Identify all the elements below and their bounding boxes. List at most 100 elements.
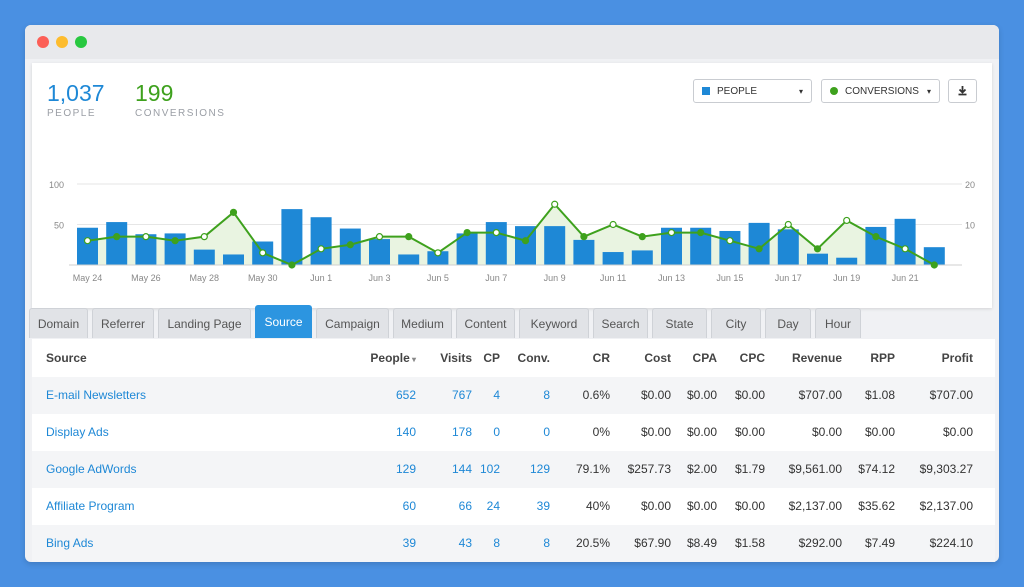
cell-rpp: $0.00 [864, 425, 895, 439]
conversions-point [83, 237, 92, 245]
cell-cpc: $1.58 [734, 536, 765, 550]
maximize-window-button[interactable] [75, 36, 87, 48]
people-bar [223, 254, 244, 265]
cell-visits[interactable]: 43 [458, 536, 472, 550]
conversions-point [872, 233, 880, 241]
cell-conv[interactable]: 8 [543, 388, 550, 402]
conversions-metric-dropdown[interactable]: CONVERSIONS ▾ [821, 79, 940, 103]
conversions-point [142, 233, 150, 241]
tab-referrer[interactable]: Referrer [92, 308, 154, 338]
column-header-cpa[interactable]: CPA [692, 351, 717, 365]
column-header-cr[interactable]: CR [592, 351, 610, 365]
tab-landing-page[interactable]: Landing Page [158, 308, 251, 338]
close-window-button[interactable] [37, 36, 49, 48]
conversions-line [87, 202, 935, 267]
conversions-legend-swatch [830, 87, 838, 95]
x-tick-label: Jun 5 [427, 273, 449, 283]
cell-rpp: $35.62 [858, 499, 895, 513]
cell-conv[interactable]: 0 [543, 425, 550, 439]
source-link[interactable]: Display Ads [46, 425, 109, 439]
column-header-people[interactable]: People ▾ [370, 351, 416, 365]
tab-medium[interactable]: Medium [393, 308, 452, 338]
people-bar [631, 250, 653, 265]
source-link[interactable]: Bing Ads [46, 536, 94, 550]
conversions-point [930, 261, 938, 269]
tab-campaign[interactable]: Campaign [316, 308, 389, 338]
cell-conv[interactable]: 129 [529, 462, 550, 476]
cell-people[interactable]: 39 [402, 536, 416, 550]
column-header-revenue[interactable]: Revenue [791, 351, 842, 365]
column-header-profit[interactable]: Profit [941, 351, 973, 365]
tab-day[interactable]: Day [765, 308, 811, 338]
column-header-conv[interactable]: Conv. [517, 351, 550, 365]
source-link[interactable]: E-mail Newsletters [46, 388, 147, 402]
conversions-point [697, 228, 705, 237]
column-header-rpp[interactable]: RPP [870, 351, 895, 365]
conversions-dropdown-label: CONVERSIONS [845, 85, 919, 97]
people-metric-dropdown[interactable]: PEOPLE ▾ [693, 79, 812, 103]
tab-keyword[interactable]: Keyword [519, 308, 589, 338]
people-bar [427, 251, 449, 265]
tab-search[interactable]: Search [593, 308, 648, 338]
cell-conv[interactable]: 39 [536, 499, 550, 513]
conversions-point [346, 241, 354, 249]
download-icon [958, 86, 967, 96]
cell-visits[interactable]: 178 [451, 425, 472, 439]
source-link[interactable]: Google AdWords [46, 462, 137, 476]
cell-revenue: $9,561.00 [788, 462, 842, 476]
tab-domain[interactable]: Domain [29, 308, 88, 338]
people-bar [193, 249, 215, 265]
cell-cp[interactable]: 24 [486, 499, 500, 513]
conversions-point [755, 245, 763, 253]
cell-visits[interactable]: 66 [458, 499, 472, 513]
conversions-point [171, 237, 179, 245]
cell-cpa: $0.00 [686, 425, 717, 439]
people-bar [865, 226, 887, 265]
conversions-point [113, 233, 121, 241]
cell-cp[interactable]: 4 [493, 388, 500, 402]
tab-state[interactable]: State [652, 308, 707, 338]
cell-people[interactable]: 129 [395, 462, 416, 476]
column-header-cp[interactable]: CP [483, 351, 500, 365]
column-header-visits[interactable]: Visits [440, 351, 472, 365]
x-tick-label: Jun 11 [600, 273, 626, 283]
table-header-row: Source People ▾ Visits CP Conv. CR Cost CPA CPC R… [32, 339, 995, 377]
tab-source[interactable]: Source [255, 305, 312, 338]
cell-conv[interactable]: 8 [543, 536, 550, 550]
conversions-point [434, 249, 442, 257]
source-link[interactable]: Affiliate Program [46, 499, 135, 513]
people-bar [515, 226, 536, 265]
minimize-window-button[interactable] [56, 36, 68, 48]
chevron-down-icon: ▾ [798, 86, 803, 96]
people-bar [573, 239, 595, 265]
column-header-source[interactable]: Source [46, 351, 87, 365]
people-count: 1,037 [47, 80, 105, 106]
x-tick-label: Jun 1 [310, 273, 332, 283]
conversions-point [638, 233, 646, 241]
cell-cp[interactable]: 0 [493, 425, 500, 439]
tab-hour[interactable]: Hour [815, 308, 861, 338]
cell-cp[interactable]: 8 [493, 536, 500, 550]
download-button[interactable] [948, 79, 977, 103]
cell-people[interactable]: 652 [395, 388, 416, 402]
cell-people[interactable]: 60 [402, 499, 416, 513]
x-tick-label: May 26 [131, 273, 161, 283]
cell-visits[interactable]: 767 [451, 388, 472, 402]
people-bar [398, 254, 420, 265]
cell-cost: $67.90 [634, 536, 671, 550]
cell-people[interactable]: 140 [395, 425, 416, 439]
tab-city[interactable]: City [711, 308, 761, 338]
cell-cpc: $0.00 [734, 388, 765, 402]
cell-visits[interactable]: 144 [451, 462, 472, 476]
people-bar [719, 230, 741, 265]
people-dropdown-label: PEOPLE [717, 85, 758, 97]
column-header-cost[interactable]: Cost [644, 351, 671, 365]
column-header-cpc[interactable]: CPC [739, 351, 765, 365]
people-metric: 1,037 PEOPLE [47, 79, 105, 119]
tab-content[interactable]: Content [456, 308, 515, 338]
people-label: PEOPLE [47, 108, 97, 119]
people-bar [485, 222, 507, 265]
cell-cp[interactable]: 102 [479, 462, 500, 476]
conversions-point [288, 261, 296, 269]
people-bar [106, 222, 128, 265]
